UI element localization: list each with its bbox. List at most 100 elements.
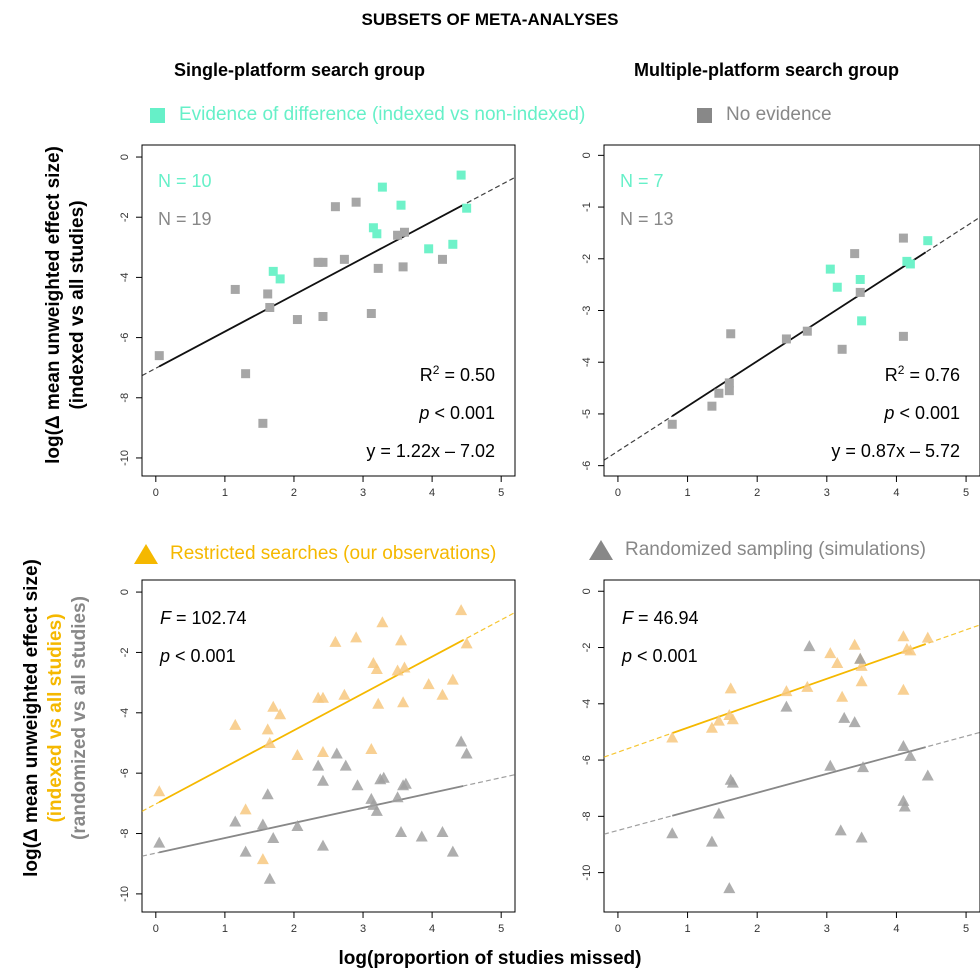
data-point — [905, 259, 915, 269]
legend-restricted-label: Restricted searches (our observations) — [170, 543, 497, 564]
x-tick-label: 5 — [498, 923, 504, 935]
data-point — [855, 831, 868, 843]
data-point — [318, 312, 328, 322]
data-point — [837, 344, 847, 354]
data-point — [921, 769, 934, 781]
data-point — [836, 690, 849, 702]
data-point — [850, 249, 860, 259]
data-point — [854, 652, 867, 664]
data-point — [154, 351, 164, 361]
y-tick-label: 0 — [119, 589, 131, 595]
square-swatch-icon — [150, 107, 165, 123]
fit-line — [672, 746, 926, 817]
figure-title: SUBSETS OF META-ANALYSES — [361, 10, 619, 29]
f-statistic-label: F = 46.94 — [622, 608, 699, 628]
data-point — [855, 287, 865, 297]
legend-no-evidence-label: No evidence — [726, 104, 832, 125]
y-tick-label: -2 — [119, 212, 131, 222]
data-point — [377, 771, 390, 783]
data-point — [460, 747, 473, 759]
r-squared-r: R — [885, 365, 898, 385]
data-point — [415, 830, 428, 842]
f-value: = 102.74 — [171, 608, 247, 628]
data-point — [267, 832, 280, 844]
data-point — [229, 718, 242, 730]
data-point — [338, 688, 351, 700]
data-point — [714, 388, 724, 398]
data-point — [424, 244, 434, 254]
data-point — [832, 282, 842, 292]
data-point — [898, 331, 908, 341]
f-statistic-label: F = 102.74 — [160, 608, 247, 628]
data-point — [705, 835, 718, 847]
data-point — [802, 326, 812, 336]
x-tick-label: 4 — [429, 923, 435, 935]
data-point — [855, 659, 868, 671]
y-tick-label: -6 — [581, 461, 593, 471]
data-point — [838, 711, 851, 723]
data-point — [153, 785, 166, 797]
r-squared-value: = 0.76 — [904, 365, 960, 385]
data-point — [803, 640, 816, 652]
x-tick-label: 0 — [153, 487, 159, 499]
data-point — [667, 419, 677, 429]
p-value: < 0.001 — [632, 646, 698, 666]
data-point — [372, 229, 382, 239]
p-italic: p — [883, 403, 894, 423]
data-point — [313, 257, 323, 267]
data-point — [395, 826, 408, 838]
data-point — [726, 713, 739, 725]
n-evidence-label: N = 7 — [620, 171, 664, 191]
data-point — [780, 685, 793, 697]
data-point — [230, 284, 240, 294]
p-value-label: p < 0.001 — [418, 403, 495, 423]
data-point — [393, 230, 403, 240]
r-squared-sup: 2 — [898, 363, 905, 377]
y-tick-label: -6 — [119, 333, 131, 343]
data-point — [395, 634, 408, 646]
x-tick-label: 4 — [893, 487, 899, 499]
data-point — [263, 872, 276, 884]
y-tick-label: -2 — [581, 643, 593, 653]
data-point — [801, 680, 814, 692]
x-tick-label: 3 — [824, 487, 830, 499]
data-point — [437, 254, 447, 264]
y-tick-label: -5 — [581, 409, 593, 419]
x-axis-label: log(proportion of studies missed) — [338, 948, 642, 969]
data-point — [351, 779, 364, 791]
x-tick-label: 0 — [153, 923, 159, 935]
data-point — [376, 616, 389, 628]
plot-frame — [603, 144, 980, 477]
data-point — [436, 688, 449, 700]
equation-label: y = 0.87x – 5.72 — [831, 441, 960, 461]
data-point — [666, 827, 679, 839]
x-tick-label: 0 — [615, 923, 621, 935]
data-point — [455, 735, 468, 747]
data-point — [391, 791, 404, 803]
data-point — [446, 845, 459, 857]
data-point — [436, 826, 449, 838]
y-tick-label: -10 — [119, 886, 131, 902]
legend-restricted: Restricted searches (our observations) — [134, 543, 496, 565]
data-point — [724, 386, 734, 396]
y-tick-label: -8 — [581, 811, 593, 821]
data-point — [263, 736, 276, 748]
data-point — [316, 839, 329, 851]
data-point — [712, 807, 725, 819]
data-point — [898, 233, 908, 243]
data-point — [261, 723, 274, 735]
r-squared-value: = 0.50 — [439, 365, 495, 385]
data-point — [291, 819, 304, 831]
x-tick-label: 2 — [291, 923, 297, 935]
data-point — [780, 700, 793, 712]
fit-line — [158, 639, 464, 803]
data-point — [834, 824, 847, 836]
data-point — [848, 638, 861, 650]
square-swatch-icon — [697, 107, 712, 123]
data-point — [316, 774, 329, 786]
data-point — [256, 818, 269, 830]
data-point — [897, 794, 910, 806]
x-tick-label: 1 — [222, 487, 228, 499]
data-point — [239, 803, 252, 815]
data-point — [377, 182, 387, 192]
